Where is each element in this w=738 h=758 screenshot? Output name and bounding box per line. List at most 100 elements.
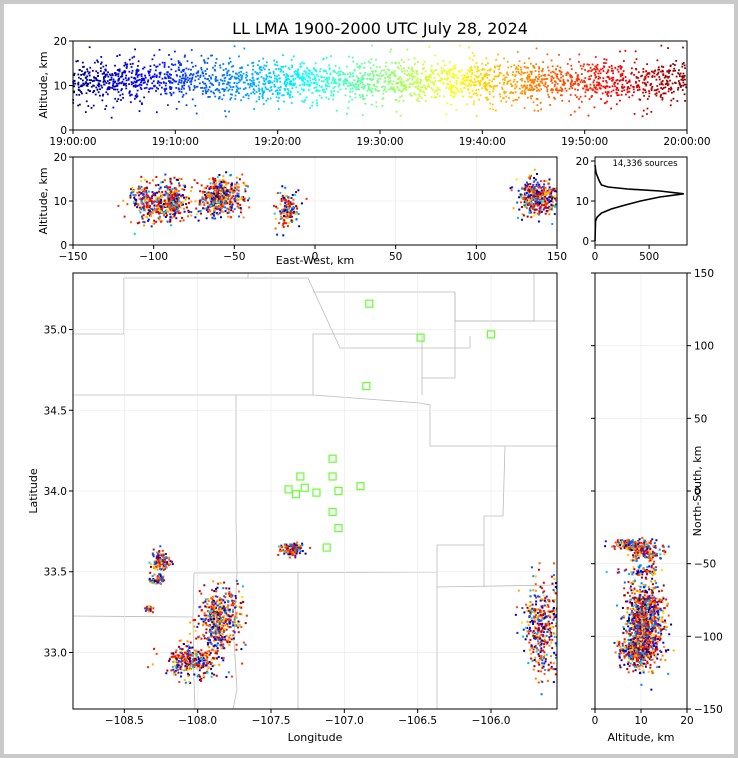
map-point (228, 618, 231, 621)
ew-altitude-point (171, 206, 174, 209)
time-altitude-point (535, 63, 538, 66)
time-altitude-point (576, 78, 579, 81)
ew-altitude-point (282, 234, 285, 237)
ew-altitude-point (279, 203, 282, 206)
time-altitude-point (597, 77, 600, 80)
map-point (216, 649, 219, 652)
time-altitude-point (164, 90, 166, 92)
ew-altitude-point (546, 199, 549, 202)
time-altitude-point (219, 64, 221, 67)
time-altitude-point (334, 71, 336, 73)
map-point (237, 631, 240, 634)
time-altitude-point (165, 77, 167, 80)
ew-altitude-point (158, 210, 161, 213)
map-point (240, 606, 243, 609)
time-altitude-point (184, 72, 187, 75)
time-altitude-point (670, 91, 673, 94)
time-altitude-point (288, 83, 291, 86)
time-altitude-point (503, 79, 506, 81)
time-altitude-point (158, 84, 161, 87)
time-altitude-point (556, 77, 559, 79)
time-altitude-point (559, 89, 562, 92)
time-altitude-point (116, 55, 119, 57)
time-altitude-point (183, 77, 186, 80)
time-altitude-point (637, 84, 640, 87)
time-altitude-point (307, 72, 310, 75)
time-altitude-point (503, 57, 505, 60)
time-altitude-point (239, 67, 242, 69)
time-altitude-point (332, 94, 335, 97)
time-altitude-point (86, 75, 89, 78)
ew-altitude-point (161, 181, 164, 184)
time-altitude-point (108, 88, 111, 91)
time-altitude-point (655, 78, 658, 81)
time-altitude-point (80, 91, 82, 93)
time-altitude-point (73, 90, 75, 93)
time-altitude-point (513, 78, 516, 81)
time-altitude-point (556, 75, 558, 78)
ew-altitude-point (274, 227, 277, 230)
map-point (220, 635, 223, 638)
ew-altitude-point (209, 194, 212, 197)
ew-altitude-point (533, 208, 536, 211)
ew-altitude-point (222, 199, 225, 202)
ew-altitude-point (170, 202, 173, 205)
time-altitude-point (122, 96, 124, 99)
ew-altitude-point (142, 202, 145, 205)
time-altitude-point (468, 82, 471, 85)
time-altitude-point (158, 48, 161, 51)
map-point (172, 653, 175, 656)
ew-altitude-point (167, 194, 170, 197)
time-altitude-point (546, 88, 549, 91)
map-point (197, 660, 200, 663)
time-altitude-point (263, 77, 265, 80)
time-altitude-point (446, 77, 449, 80)
time-altitude-point (578, 60, 580, 63)
ew-altitude-point (172, 204, 175, 207)
ew-altitude-point (155, 196, 158, 199)
time-altitude-point (651, 75, 654, 77)
time-altitude-point (622, 70, 625, 72)
time-altitude-point (411, 70, 414, 73)
time-altitude-point (233, 82, 236, 85)
time-altitude-point (223, 73, 225, 76)
time-altitude-point (456, 88, 459, 91)
time-altitude-point (170, 74, 172, 76)
time-altitude-point (97, 79, 100, 82)
ew-altitude-point (530, 174, 533, 177)
ew-altitude-point (543, 207, 546, 210)
ew-altitude-point (536, 204, 539, 207)
map-point (200, 666, 203, 669)
ew-altitude-point (228, 189, 231, 192)
time-altitude-point (612, 78, 614, 81)
time-altitude-point (85, 84, 88, 87)
ew-altitude-point (177, 197, 180, 200)
ew-altitude-point (289, 203, 292, 206)
time-altitude-point (360, 77, 363, 80)
time-altitude-point (504, 91, 507, 94)
time-altitude-point (382, 89, 385, 92)
ew-altitude-point (510, 189, 513, 192)
x-tick-label: 19:50:00 (561, 136, 608, 148)
ew-altitude-point (295, 205, 298, 208)
ew-altitude-point (538, 207, 541, 210)
time-altitude-point (176, 74, 178, 77)
map-point (212, 599, 215, 602)
time-altitude-point (642, 68, 645, 70)
time-altitude-point (228, 78, 231, 80)
ew-altitude-point (276, 207, 279, 210)
time-altitude-point (361, 95, 364, 98)
time-altitude-point (226, 74, 229, 77)
map-point (211, 589, 214, 592)
ew-altitude-point (297, 189, 300, 192)
ew-altitude-point (174, 209, 177, 212)
time-altitude-point (579, 64, 582, 67)
time-altitude-point (109, 86, 112, 89)
time-altitude-point (318, 94, 321, 97)
time-altitude-point (620, 66, 623, 68)
map-point (181, 663, 184, 666)
time-altitude-point (599, 72, 602, 75)
ew-altitude-point (282, 214, 285, 217)
map-point (202, 672, 205, 675)
time-altitude-point (100, 63, 102, 65)
